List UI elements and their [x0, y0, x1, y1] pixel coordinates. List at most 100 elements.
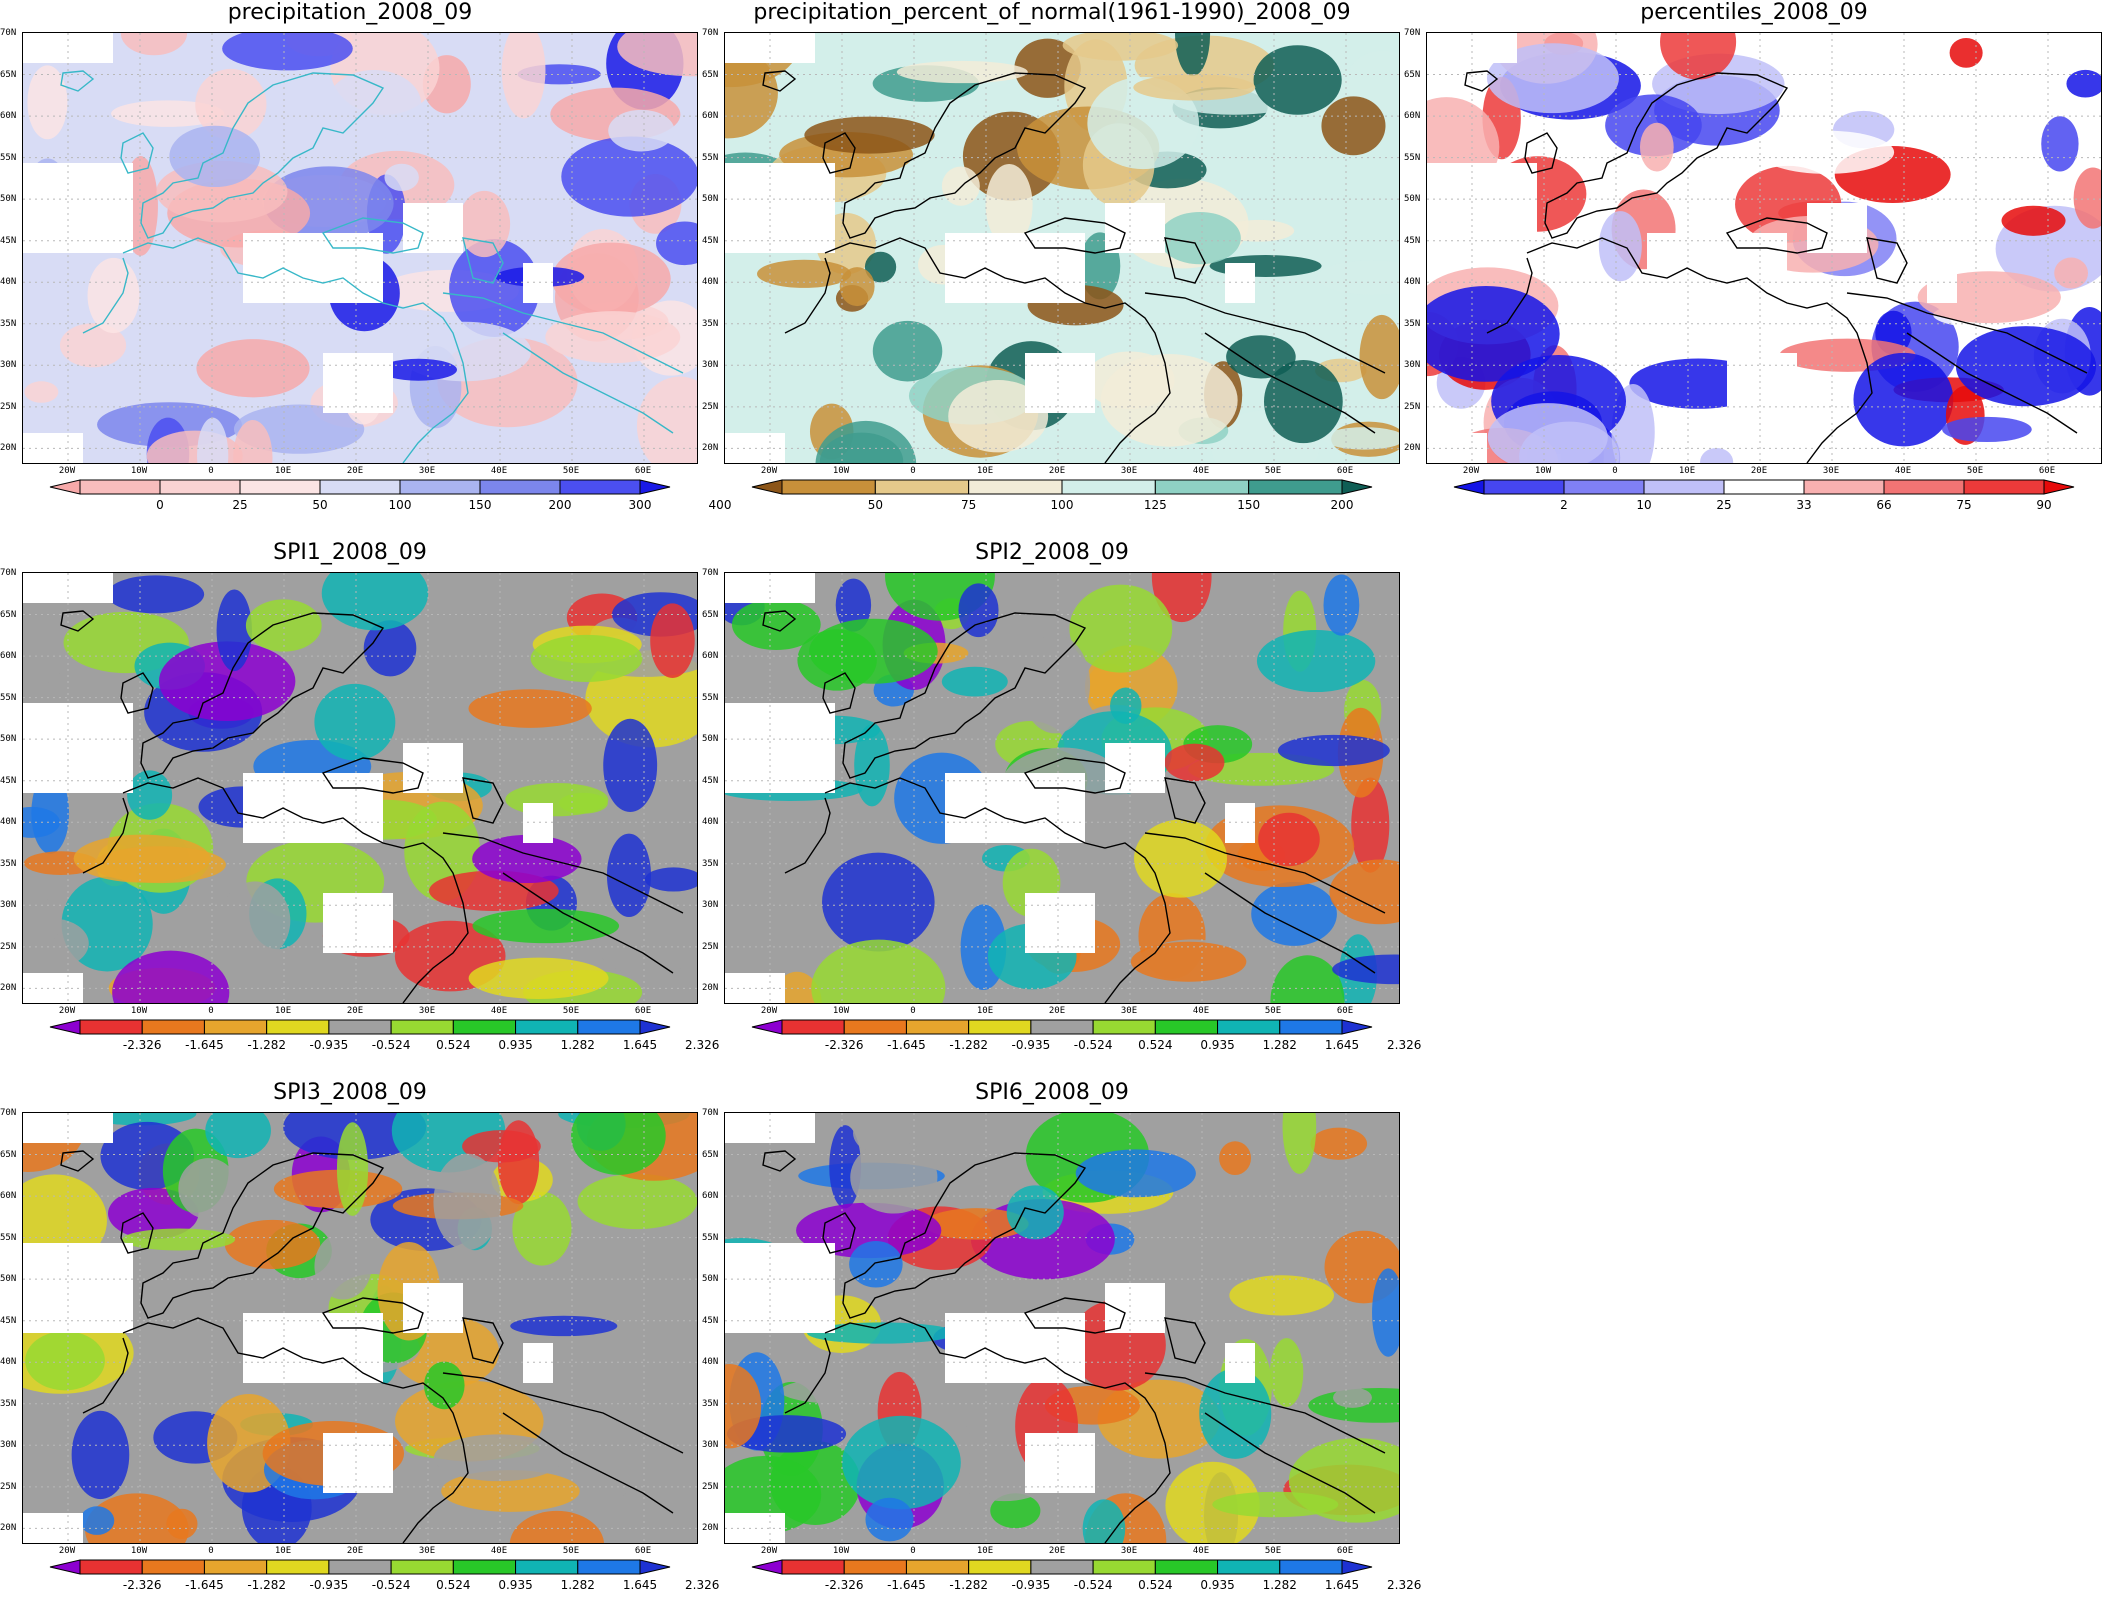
map-field-region: [811, 939, 946, 1003]
lat-tick-label: 65N: [1404, 69, 1421, 80]
lon-tick-label: 60E: [634, 1546, 652, 1556]
map-field-region: [636, 376, 697, 463]
map-field-region: [1323, 574, 1360, 636]
map-nodata-region: [1927, 263, 1957, 303]
coastline: [1164, 237, 1206, 284]
colorbar-precipitation: 0 25 50 100 150 200 300 400: [40, 472, 731, 512]
lon-tick-label: 20W: [760, 466, 778, 476]
map-field-region: [849, 1241, 903, 1288]
coastline: [462, 1317, 504, 1364]
coastline: [784, 1337, 831, 1414]
colorbar-swatch: [203, 1559, 268, 1575]
coastline: [60, 70, 95, 92]
colorbar-svg: [751, 479, 1373, 495]
lat-tick-label: 60N: [0, 1191, 17, 1202]
lat-tick-label: 20N: [1404, 443, 1421, 454]
coastline: [1204, 872, 1376, 974]
coastline: [842, 612, 1087, 779]
coastline: [1544, 72, 1789, 239]
map-nodata-region: [1727, 353, 1797, 413]
map-nodata-region: [23, 703, 133, 793]
colorbar-tick-label: 1.282: [560, 1578, 595, 1592]
map-field-region: [551, 242, 671, 316]
colorbar-tick-label: -2.326: [824, 1578, 864, 1592]
coastline: [1144, 292, 1386, 374]
colorbar-swatch: [968, 479, 1063, 495]
colorbar-swatch: [390, 1559, 454, 1575]
map-field-region: [1256, 630, 1376, 693]
map-field-region: [948, 380, 1049, 453]
map-field-region: [178, 1158, 239, 1219]
map-percentiles: [1426, 32, 2102, 464]
coastline: [122, 1317, 469, 1543]
map-nodata-region: [1225, 263, 1255, 303]
colorbar-tick-label: 1.282: [1262, 1578, 1297, 1592]
lat-tick-label: 65N: [0, 1149, 17, 1160]
map-field-region: [314, 683, 396, 761]
colorbar-tick-label: -1.282: [247, 1578, 286, 1592]
lat-tick-label: 70N: [1404, 28, 1421, 38]
map-field-region: [1317, 260, 1399, 295]
lat-tick-label: 70N: [0, 28, 17, 38]
coastline: [1164, 777, 1206, 824]
coastline: [82, 797, 129, 874]
lat-tick-label: 60N: [702, 1191, 719, 1202]
panel-spi1: SPI1_2008_09 70N 65N 60N 55N 50N 45N 40N 35N 30N…: [0, 540, 719, 1052]
map-field-region: [1134, 819, 1228, 898]
colorbar-svg: [49, 1019, 671, 1035]
colorbar-tick-label: -0.524: [371, 1038, 411, 1052]
map-field-region: [1949, 37, 1983, 68]
colorbar-tick-label: 75: [961, 498, 977, 512]
map-field-region: [1229, 1275, 1335, 1316]
colorbar-tick-label: 1.282: [1262, 1038, 1297, 1052]
panel-title: SPI6_2008_09: [975, 1080, 1129, 1105]
colorbar-tick-label: 50: [867, 498, 883, 512]
lat-tick-label: 35N: [702, 318, 719, 329]
coastline: [120, 1212, 154, 1254]
coastline: [120, 132, 154, 174]
map-field-region: [941, 166, 980, 206]
colorbar-swatch: [79, 479, 161, 495]
lat-tick-label: 40N: [702, 817, 719, 828]
map-field-region: [896, 60, 1028, 84]
lon-tick-label: 30E: [1120, 1006, 1138, 1016]
map-field-region: [273, 1169, 403, 1209]
map-field-region: [505, 782, 609, 817]
coastline: [1526, 237, 1873, 463]
map-field-region: [314, 1232, 372, 1300]
colorbar-arrow-high: [1341, 479, 1373, 495]
map-field-region: [1130, 941, 1247, 982]
lon-tick-label: 0: [910, 466, 916, 476]
coastline: [122, 237, 469, 463]
map-field-region: [1133, 74, 1256, 101]
lat-tick-label: 30N: [702, 900, 719, 911]
lat-tick-label: 50N: [0, 194, 17, 205]
colorbar-swatch: [1154, 1019, 1219, 1035]
colorbar-arrow-high: [2043, 479, 2075, 495]
lat-tick-label: 30N: [0, 360, 17, 371]
coastline: [1023, 757, 1126, 794]
coastline: [822, 1212, 856, 1254]
lat-tick-label: 25N: [702, 401, 719, 412]
colorbar-spi1: -2.326 -1.645 -1.282 -0.935 -0.524 0.524 0.935…: [40, 1012, 719, 1052]
lat-tick-label: 45N: [702, 1315, 719, 1326]
colorbar-swatch: [239, 479, 321, 495]
map-field-region: [321, 573, 429, 631]
map-field-region: [924, 1208, 1029, 1240]
coastline: [1023, 217, 1126, 254]
map-field-region: [809, 618, 938, 684]
colorbar-swatch: [1883, 479, 1965, 495]
map-field-region: [336, 1122, 369, 1216]
map-field-region: [1333, 1387, 1372, 1408]
map-field-region: [509, 1510, 605, 1543]
coastline: [762, 1150, 797, 1172]
map-field-region: [512, 1191, 572, 1266]
lon-tick-label: 20W: [58, 466, 76, 476]
colorbar-tick-label: -0.935: [309, 1578, 349, 1592]
map-field-region: [808, 1358, 852, 1384]
colorbar-tick-label: 400: [708, 498, 732, 512]
colorbar-tick-label: -1.282: [247, 1038, 286, 1052]
lat-tick-label: 35N: [0, 1398, 17, 1409]
map-field-region: [205, 1113, 271, 1159]
lon-tick-label: 10E: [274, 1546, 292, 1556]
